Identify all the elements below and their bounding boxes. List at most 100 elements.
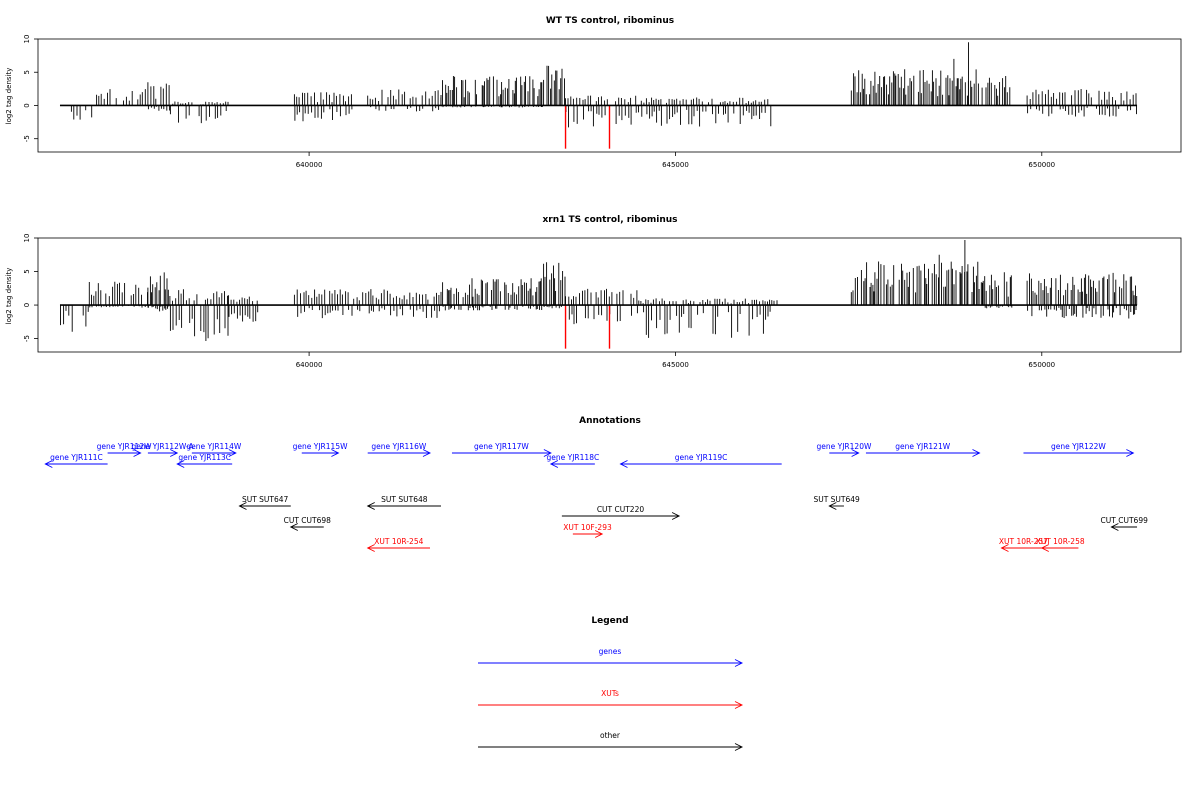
x-tick-label: 650000 — [1028, 361, 1055, 369]
signal-bar — [60, 240, 1138, 341]
y-tick-label: -5 — [23, 135, 31, 142]
feature-label: gene YJR112W — [97, 442, 152, 451]
feature-label: gene YJR119C — [675, 453, 728, 462]
arrowhead — [671, 512, 681, 520]
xrn1-signal-bars — [59, 240, 1138, 349]
legend-item: other — [478, 731, 744, 751]
feature-label: gene YJR114W — [186, 442, 241, 451]
wt-y-axis-label: log2 tag density — [5, 68, 13, 125]
annotation-feature: gene YJR122W — [1023, 442, 1135, 457]
arrowhead — [366, 502, 375, 510]
arrowhead — [828, 502, 837, 510]
legend-title: Legend — [591, 616, 628, 626]
annotation-feature: CUT CUT699 — [1101, 516, 1149, 531]
feature-label: gene YJR117W — [474, 442, 529, 451]
feature-label: SUT SUT649 — [813, 495, 860, 504]
arrowhead — [594, 530, 604, 538]
annotation-feature: gene YJR113C — [176, 453, 233, 468]
feature-label: gene YJR122W — [1051, 442, 1106, 451]
x-tick-label: 645000 — [662, 161, 689, 169]
arrowhead — [366, 544, 375, 552]
y-tick-label: 0 — [23, 103, 31, 107]
legend-items: genes XUTs other — [478, 647, 744, 751]
y-tick-label: 5 — [23, 70, 31, 74]
feature-label: XUT 10R-254 — [374, 537, 423, 546]
wt-y-ticks: -5 0 5 10 — [23, 35, 38, 142]
annotation-feature: XUT 10R-258 — [1036, 537, 1085, 552]
feature-label: gene YJR115W — [293, 442, 348, 451]
feature-label: XUT 10R-257 — [999, 537, 1048, 546]
arrowhead — [133, 449, 142, 457]
y-tick-label: -5 — [23, 335, 31, 342]
arrowhead — [289, 523, 298, 531]
arrowhead — [238, 502, 247, 510]
feature-label: gene YJR112W-A — [131, 442, 194, 451]
x-tick-label: 645000 — [662, 361, 689, 369]
annotation-feature: gene YJR117W — [451, 442, 552, 457]
arrowhead — [734, 743, 744, 751]
annotation-feature: gene YJR120W — [817, 442, 872, 457]
signal-bar — [70, 42, 1137, 128]
feature-label: gene YJR121W — [895, 442, 950, 451]
annotation-feature: SUT SUT649 — [813, 495, 860, 510]
arrowhead — [176, 460, 185, 468]
annotation-feature: gene YJR116W — [367, 442, 431, 457]
feature-label: gene YJR120W — [817, 442, 872, 451]
xrn1-x-ticks: 640000 645000 650000 — [296, 352, 1055, 369]
annotation-feature: gene YJR119C — [619, 453, 782, 468]
annotation-feature: gene YJR111C — [44, 453, 108, 468]
xrn1-track-panel: xrn1 TS control, ribominus log2 tag dens… — [5, 215, 1182, 369]
annotation-feature: XUT 10R-257 — [999, 537, 1048, 552]
annotation-feature: XUT 10R-254 — [366, 537, 430, 552]
feature-label: gene YJR116W — [371, 442, 426, 451]
x-tick-label: 640000 — [296, 361, 323, 369]
feature-label: gene YJR118C — [547, 453, 600, 462]
feature-label: CUT CUT698 — [284, 516, 332, 525]
annotation-feature: gene YJR118C — [547, 453, 600, 468]
wt-x-ticks: 640000 645000 650000 — [296, 152, 1055, 169]
annotation-feature: gene YJR112W — [97, 442, 152, 457]
arrowhead — [228, 449, 237, 457]
xrn1-y-ticks: -5 0 5 10 — [23, 234, 38, 342]
annotation-feature: XUT 10F-293 — [563, 523, 612, 538]
y-tick-label: 10 — [23, 234, 31, 243]
annotation-feature: SUT SUT648 — [366, 495, 441, 510]
arrowhead — [972, 449, 981, 457]
arrowhead — [549, 460, 559, 468]
feature-label: XUT 10R-258 — [1036, 537, 1085, 546]
legend-label: XUTs — [601, 689, 619, 698]
arrowhead — [1110, 523, 1119, 531]
annotation-feature: gene YJR121W — [865, 442, 981, 457]
legend-panel: Legend genes XUTs other — [478, 616, 744, 751]
annotations-title: Annotations — [579, 416, 641, 426]
arrowhead — [734, 701, 744, 709]
xrn1-track-title: xrn1 TS control, ribominus — [542, 215, 677, 225]
xrn1-plot-frame — [37, 237, 1182, 353]
arrowhead — [331, 449, 340, 457]
arrowhead — [734, 659, 744, 667]
arrowhead — [1000, 544, 1009, 552]
legend-label: other — [600, 731, 621, 740]
feature-label: XUT 10F-293 — [563, 523, 612, 532]
feature-label: CUT CUT220 — [597, 505, 645, 514]
feature-label: CUT CUT699 — [1101, 516, 1149, 525]
legend-item: genes — [478, 647, 744, 667]
arrowhead — [619, 460, 628, 468]
arrowhead — [543, 449, 552, 457]
feature-label: gene YJR111C — [50, 453, 103, 462]
wt-track-title: WT TS control, ribominus — [546, 16, 674, 26]
feature-label: gene YJR113C — [178, 453, 231, 462]
xrn1-y-axis-label: log2 tag density — [5, 268, 13, 325]
arrowhead — [170, 449, 179, 457]
arrowhead — [44, 460, 53, 468]
arrowhead — [1040, 544, 1049, 552]
annotation-feature: SUT SUT647 — [238, 495, 291, 510]
annotation-feature: CUT CUT698 — [284, 516, 332, 531]
annotation-feature: gene YJR115W — [293, 442, 348, 457]
y-tick-label: 5 — [23, 269, 31, 273]
feature-label: SUT SUT648 — [381, 495, 428, 504]
annotation-feature: gene YJR112W-A — [131, 442, 195, 457]
annotation-feature: gene YJR114W — [186, 442, 242, 457]
